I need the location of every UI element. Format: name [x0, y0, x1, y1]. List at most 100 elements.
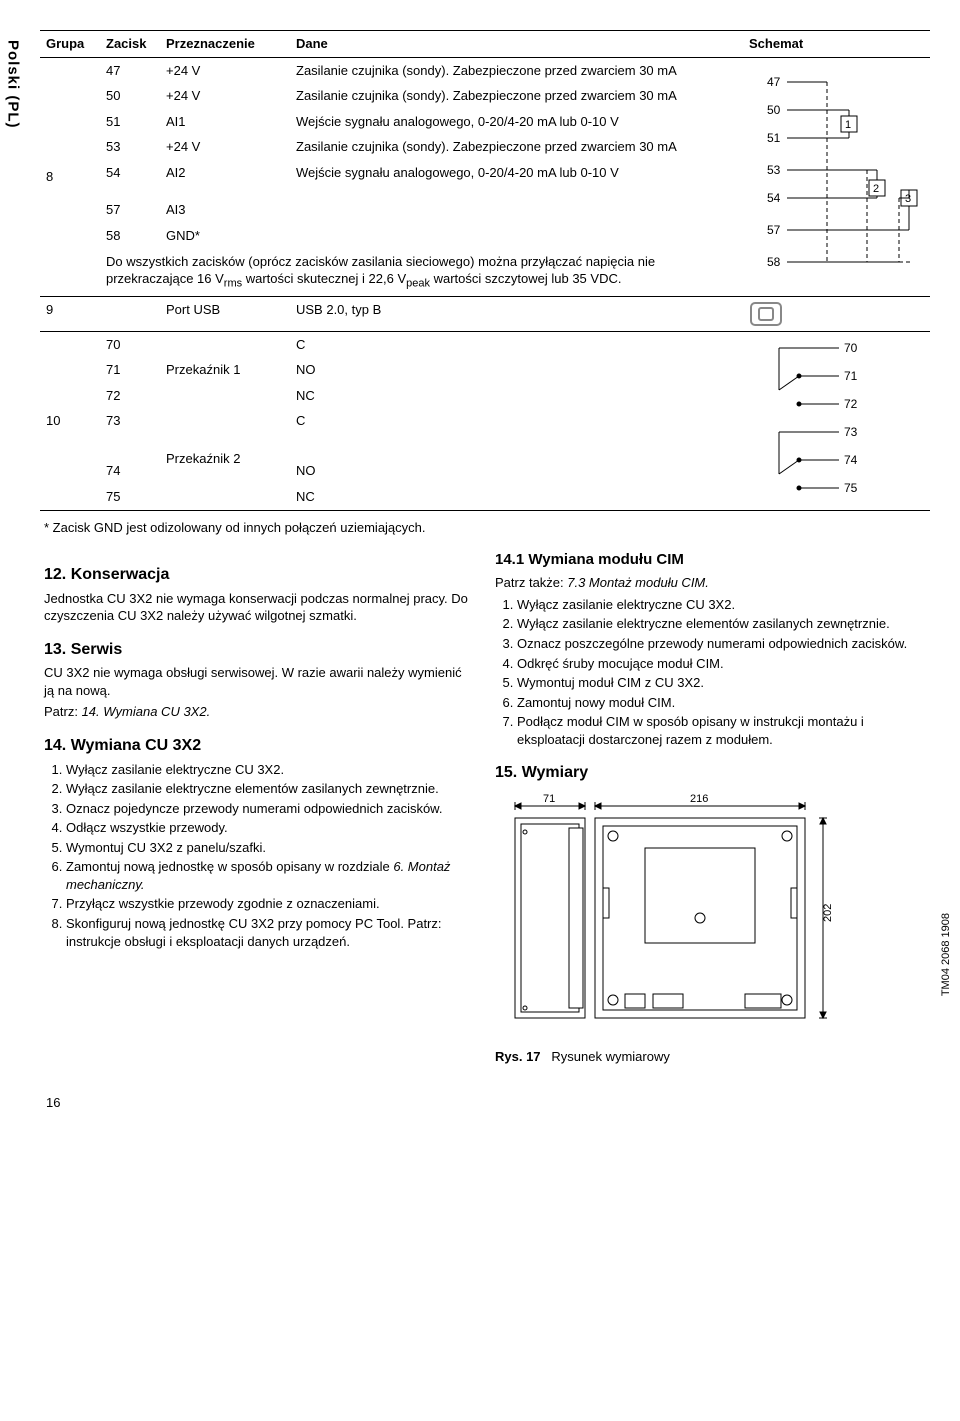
d54: Wejście sygnału analogowego, 0-20/4-20 m… — [290, 160, 743, 223]
side-language-tab: Polski (PL) — [2, 40, 22, 129]
svg-text:51: 51 — [767, 131, 781, 145]
p13b: Patrz: 14. Wymiana CU 3X2. — [44, 703, 469, 721]
group-9-cell: 9 — [40, 296, 100, 331]
svg-text:50: 50 — [767, 103, 781, 117]
s14-2: Wyłącz zasilanie elektryczne elementów z… — [66, 780, 469, 798]
d47: Zasilanie czujnika (sondy). Zabezpieczon… — [290, 57, 743, 83]
z57: 57 — [100, 197, 160, 223]
z58: 58 — [100, 223, 160, 249]
p58: GND* — [160, 223, 290, 249]
svg-text:47: 47 — [767, 75, 781, 89]
s14-7: Przyłącz wszystkie przewody zgodnie z oz… — [66, 895, 469, 913]
th-grupa: Grupa — [40, 31, 100, 58]
heading-14: 14. Wymiana CU 3X2 — [44, 735, 469, 757]
svg-text:71: 71 — [844, 369, 858, 383]
svg-text:53: 53 — [767, 163, 781, 177]
s141-3: Oznacz poszczególne przewody numerami od… — [517, 635, 920, 653]
s141-7: Podłącz moduł CIM w sposób opisany w ins… — [517, 713, 920, 748]
heading-14-1: 14.1 Wymiana modułu CIM — [495, 550, 920, 570]
s14-8: Skonfiguruj nową jednostkę CU 3X2 przy p… — [66, 915, 469, 950]
svg-text:58: 58 — [767, 255, 781, 269]
z75: 75 — [100, 484, 160, 510]
z53: 53 — [100, 134, 160, 160]
d71: NO — [290, 357, 743, 383]
drawing-code: TM04 2068 1908 — [939, 913, 954, 996]
p51: AI1 — [160, 109, 290, 135]
heading-15: 15. Wymiary — [495, 762, 920, 784]
group-8-cell: 8 — [40, 57, 100, 296]
d53: Zasilanie czujnika (sondy). Zabezpieczon… — [290, 134, 743, 160]
dimension-drawing: 71 216 — [495, 788, 855, 1038]
p47: +24 V — [160, 57, 290, 83]
group8-note: Do wszystkich zacisków (oprócz zacisków … — [100, 249, 743, 296]
svg-text:70: 70 — [844, 341, 858, 355]
left-column: 12. Konserwacja Jednostka CU 3X2 nie wym… — [44, 550, 469, 1066]
svg-text:1: 1 — [845, 119, 851, 131]
d51: Wejście sygnału analogowego, 0-20/4-20 m… — [290, 109, 743, 135]
z72: 72 — [100, 383, 160, 409]
p141: Patrz także: 7.3 Montaż modułu CIM. — [495, 574, 920, 592]
schematic-10: 70 71 72 73 74 75 — [743, 331, 930, 510]
svg-text:2: 2 — [873, 183, 879, 195]
d75: NC — [290, 484, 743, 510]
s141-5: Wymontuj moduł CIM z CU 3X2. — [517, 674, 920, 692]
group-10-cell: 10 — [40, 331, 100, 510]
relay1-label: Przekaźnik 1 — [160, 331, 290, 408]
th-przez: Przeznaczenie — [160, 31, 290, 58]
s14-4: Odłącz wszystkie przewody. — [66, 819, 469, 837]
th-dane: Dane — [290, 31, 743, 58]
p54: AI2 — [160, 160, 290, 198]
fig17-caption: Rys. 17 Rysunek wymiarowy — [495, 1048, 920, 1066]
schematic-9 — [743, 296, 930, 331]
svg-text:72: 72 — [844, 397, 858, 411]
svg-text:202: 202 — [822, 904, 834, 922]
relay2-label: Przekaźnik 2 — [160, 408, 290, 510]
svg-text:3: 3 — [905, 193, 911, 205]
th-schemat: Schemat — [743, 31, 930, 58]
gnd-footnote: * Zacisk GND jest odizolowany od innych … — [44, 519, 920, 537]
svg-text:216: 216 — [690, 793, 708, 805]
d74: NO — [290, 458, 743, 484]
steps-14: Wyłącz zasilanie elektryczne CU 3X2. Wył… — [44, 761, 469, 950]
page-number: 16 — [46, 1094, 920, 1112]
heading-12: 12. Konserwacja — [44, 564, 469, 586]
s141-6: Zamontuj nowy moduł CIM. — [517, 694, 920, 712]
z54: 54 — [100, 160, 160, 198]
z71: 71 — [100, 357, 160, 383]
svg-text:75: 75 — [844, 481, 858, 495]
svg-text:73: 73 — [844, 425, 858, 439]
p12: Jednostka CU 3X2 nie wymaga konserwacji … — [44, 590, 469, 625]
z47: 47 — [100, 57, 160, 83]
terminal-table: Grupa Zacisk Przeznaczenie Dane Schemat … — [40, 30, 930, 511]
s14-6: Zamontuj nową jednostkę w sposób opisany… — [66, 858, 469, 893]
svg-text:57: 57 — [767, 223, 781, 237]
s141-4: Odkręć śruby mocujące moduł CIM. — [517, 655, 920, 673]
s141-1: Wyłącz zasilanie elektryczne CU 3X2. — [517, 596, 920, 614]
s141-2: Wyłącz zasilanie elektryczne elementów z… — [517, 615, 920, 633]
heading-13: 13. Serwis — [44, 639, 469, 661]
z73: 73 — [100, 408, 160, 458]
schematic-8: 47 50 51 53 54 57 58 — [743, 57, 930, 296]
svg-text:74: 74 — [844, 453, 858, 467]
svg-text:54: 54 — [767, 191, 781, 205]
right-column: 14.1 Wymiana modułu CIM Patrz także: 7.3… — [495, 550, 920, 1066]
d50: Zasilanie czujnika (sondy). Zabezpieczon… — [290, 83, 743, 109]
s14-1: Wyłącz zasilanie elektryczne CU 3X2. — [66, 761, 469, 779]
z70: 70 — [100, 331, 160, 357]
z74: 74 — [100, 458, 160, 484]
p-usb: Port USB — [160, 296, 290, 331]
d73: C — [290, 408, 743, 458]
d-usb: USB 2.0, typ B — [290, 296, 743, 331]
z51: 51 — [100, 109, 160, 135]
s14-5: Wymontuj CU 3X2 z panelu/szafki. — [66, 839, 469, 857]
svg-text:71: 71 — [543, 793, 555, 805]
p50: +24 V — [160, 83, 290, 109]
p57: AI3 — [160, 197, 290, 223]
th-zacisk: Zacisk — [100, 31, 160, 58]
d70: C — [290, 331, 743, 357]
p13a: CU 3X2 nie wymaga obsługi serwisowej. W … — [44, 664, 469, 699]
steps-141: Wyłącz zasilanie elektryczne CU 3X2. Wył… — [495, 596, 920, 748]
d72: NC — [290, 383, 743, 409]
p53: +24 V — [160, 134, 290, 160]
z50: 50 — [100, 83, 160, 109]
